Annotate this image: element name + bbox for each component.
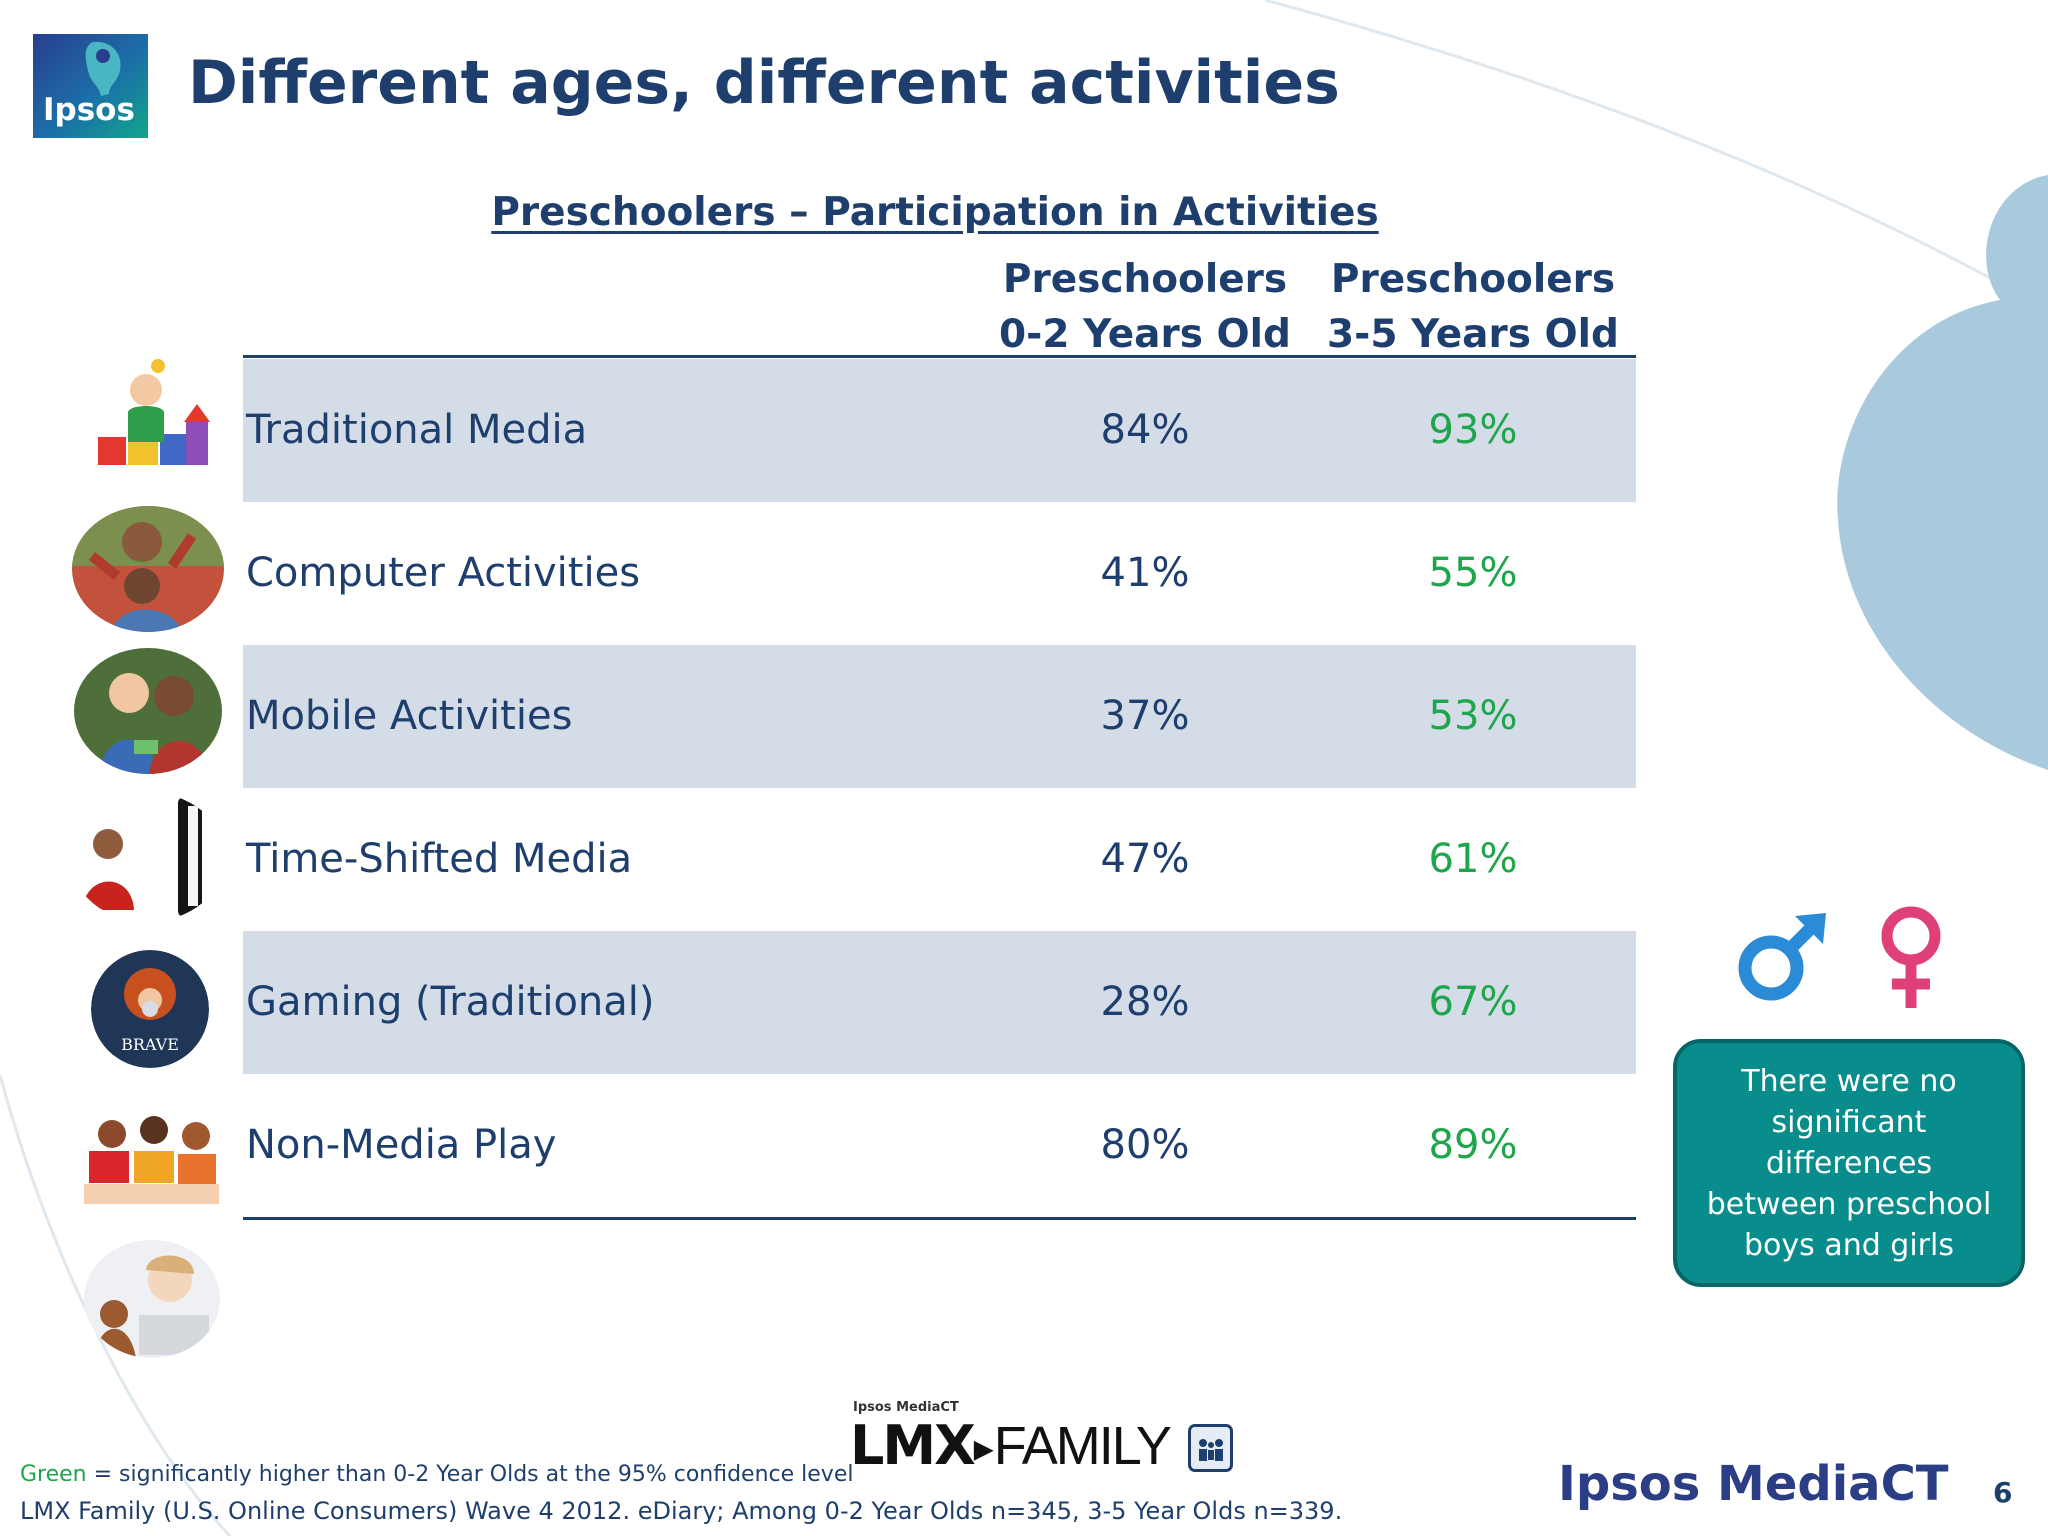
toddler-blocks-photo <box>88 352 214 487</box>
value-0-2: 41% <box>1100 550 1190 596</box>
table-row: Traditional Media 84% 93% <box>243 359 1636 502</box>
child-watching-tv-photo <box>70 792 225 922</box>
value-0-2: 80% <box>1100 1122 1190 1168</box>
row-label: Gaming (Traditional) <box>246 979 655 1025</box>
column-header-line: Preschoolers <box>1330 257 1616 302</box>
table-row: Computer Activities 41% 55% <box>243 502 1636 645</box>
child-with-laptop-photo <box>84 1240 220 1358</box>
page-number: 6 <box>1993 1476 2013 1509</box>
female-symbol-icon <box>1881 906 1941 1008</box>
footer-brand-logo: Ipsos MediaCT <box>1558 1456 1949 1512</box>
table-bottom-rule <box>243 1217 1636 1220</box>
row-label: Traditional Media <box>246 407 588 453</box>
value-0-2: 47% <box>1100 836 1190 882</box>
lmx-logo-bold: LMX <box>850 1414 976 1477</box>
value-0-2: 37% <box>1100 693 1190 739</box>
green-legend-word: Green <box>20 1462 87 1487</box>
lmx-logo-family: FAMILY <box>993 1416 1172 1476</box>
column-header-line: 0-2 Years Old <box>999 312 1291 357</box>
ipsos-logo: Ipsos <box>33 34 148 138</box>
value-3-5: 55% <box>1428 550 1518 596</box>
value-0-2: 28% <box>1100 979 1190 1025</box>
table-row: Non-Media Play 80% 89% <box>243 1074 1636 1217</box>
table-top-rule <box>243 355 1636 358</box>
column-header-line: Preschoolers <box>1002 257 1288 302</box>
row-label: Mobile Activities <box>246 693 573 739</box>
lmx-logo-caption: Ipsos MediaCT <box>853 1400 959 1415</box>
value-3-5: 89% <box>1428 1122 1518 1168</box>
column-header-0-2: Preschoolers 0-2 Years Old <box>980 252 1310 362</box>
value-0-2: 84% <box>1100 407 1190 453</box>
table-row: Time-Shifted Media 47% 61% <box>243 788 1636 931</box>
value-3-5: 61% <box>1428 836 1518 882</box>
table-row: Gaming (Traditional) 28% 67% <box>243 931 1636 1074</box>
row-label: Time-Shifted Media <box>246 836 633 882</box>
brave-game-disc-photo: BRAVE <box>91 950 209 1068</box>
note-text: There were no significant differences be… <box>1706 1063 1992 1263</box>
svg-text:BRAVE: BRAVE <box>121 1035 179 1054</box>
table-caption: Preschoolers – Participation in Activiti… <box>491 190 1379 235</box>
significance-footnote: Green = significantly higher than 0-2 Ye… <box>20 1462 853 1487</box>
male-symbol-icon <box>1738 913 1826 1001</box>
table-row: Mobile Activities 37% 53% <box>243 645 1636 788</box>
note-callout: There were no significant differences be… <box>1673 1039 2025 1287</box>
column-header-3-5: Preschoolers 3-5 Years Old <box>1308 252 1638 362</box>
lmx-family-icon <box>1188 1424 1233 1472</box>
row-label: Non-Media Play <box>246 1122 557 1168</box>
column-header-line: 3-5 Years Old <box>1327 312 1619 357</box>
significance-text: = significantly higher than 0-2 Year Old… <box>86 1462 854 1487</box>
slide-title: Different ages, different activities <box>188 48 1340 118</box>
lmx-family-logo: LMX▶FAMILY <box>850 1414 1172 1477</box>
source-footnote: LMX Family (U.S. Online Consumers) Wave … <box>20 1497 1343 1525</box>
children-reading-photo <box>74 1096 224 1211</box>
logo-text: Ipsos <box>43 92 135 128</box>
value-3-5: 67% <box>1428 979 1518 1025</box>
value-3-5: 93% <box>1428 407 1518 453</box>
children-laughing-photo <box>72 506 224 632</box>
children-mobile-photo <box>74 648 222 774</box>
row-label: Computer Activities <box>246 550 641 596</box>
value-3-5: 53% <box>1428 693 1518 739</box>
